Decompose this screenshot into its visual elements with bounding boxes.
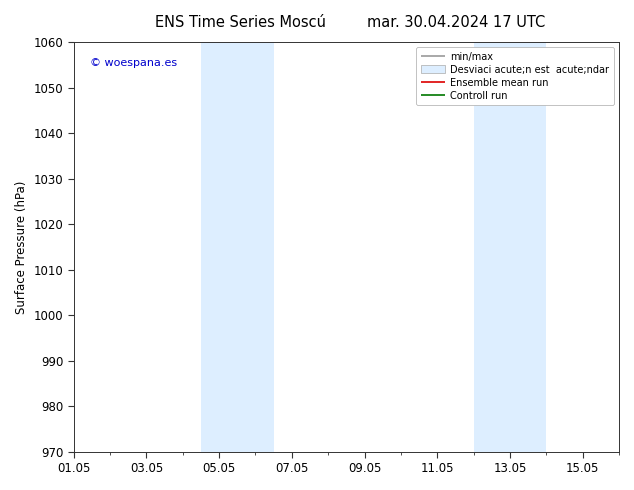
Bar xyxy=(201,42,274,452)
Y-axis label: Surface Pressure (hPa): Surface Pressure (hPa) xyxy=(15,180,28,314)
Legend: min/max, Desviaci acute;n est  acute;ndar, Ensemble mean run, Controll run: min/max, Desviaci acute;n est acute;ndar… xyxy=(417,47,614,105)
Text: ENS Time Series Moscú: ENS Time Series Moscú xyxy=(155,15,327,30)
Bar xyxy=(474,42,547,452)
Text: mar. 30.04.2024 17 UTC: mar. 30.04.2024 17 UTC xyxy=(367,15,546,30)
Text: © woespana.es: © woespana.es xyxy=(90,58,178,69)
